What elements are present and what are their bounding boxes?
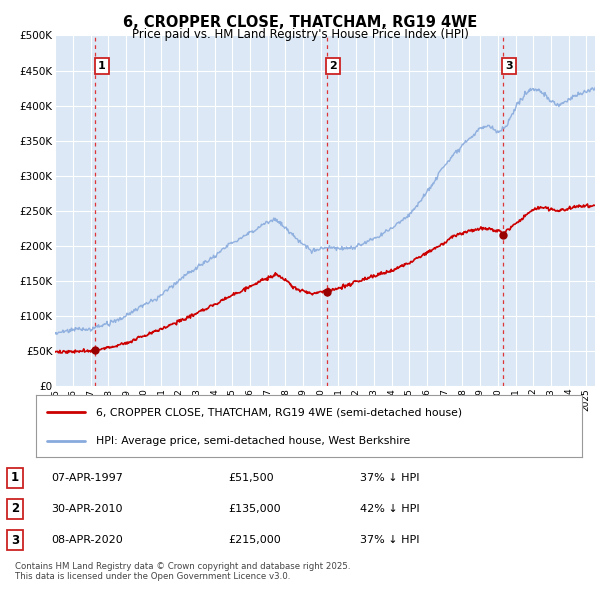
Text: Price paid vs. HM Land Registry's House Price Index (HPI): Price paid vs. HM Land Registry's House …: [131, 28, 469, 41]
Text: 1: 1: [11, 471, 19, 484]
Text: 2: 2: [11, 502, 19, 516]
Text: 1: 1: [98, 61, 106, 71]
Text: 3: 3: [505, 61, 513, 71]
Text: 42% ↓ HPI: 42% ↓ HPI: [360, 504, 419, 514]
Text: 07-APR-1997: 07-APR-1997: [51, 473, 123, 483]
Text: HPI: Average price, semi-detached house, West Berkshire: HPI: Average price, semi-detached house,…: [96, 435, 410, 445]
Text: 08-APR-2020: 08-APR-2020: [51, 535, 123, 545]
Text: 6, CROPPER CLOSE, THATCHAM, RG19 4WE (semi-detached house): 6, CROPPER CLOSE, THATCHAM, RG19 4WE (se…: [96, 407, 462, 417]
Text: 37% ↓ HPI: 37% ↓ HPI: [360, 535, 419, 545]
Text: 2: 2: [329, 61, 337, 71]
Text: 30-APR-2010: 30-APR-2010: [51, 504, 122, 514]
Text: £135,000: £135,000: [228, 504, 281, 514]
Text: £215,000: £215,000: [228, 535, 281, 545]
Text: £51,500: £51,500: [228, 473, 274, 483]
Text: 37% ↓ HPI: 37% ↓ HPI: [360, 473, 419, 483]
Text: Contains HM Land Registry data © Crown copyright and database right 2025.
This d: Contains HM Land Registry data © Crown c…: [15, 562, 350, 581]
Text: 6, CROPPER CLOSE, THATCHAM, RG19 4WE: 6, CROPPER CLOSE, THATCHAM, RG19 4WE: [123, 15, 477, 30]
Text: 3: 3: [11, 533, 19, 546]
